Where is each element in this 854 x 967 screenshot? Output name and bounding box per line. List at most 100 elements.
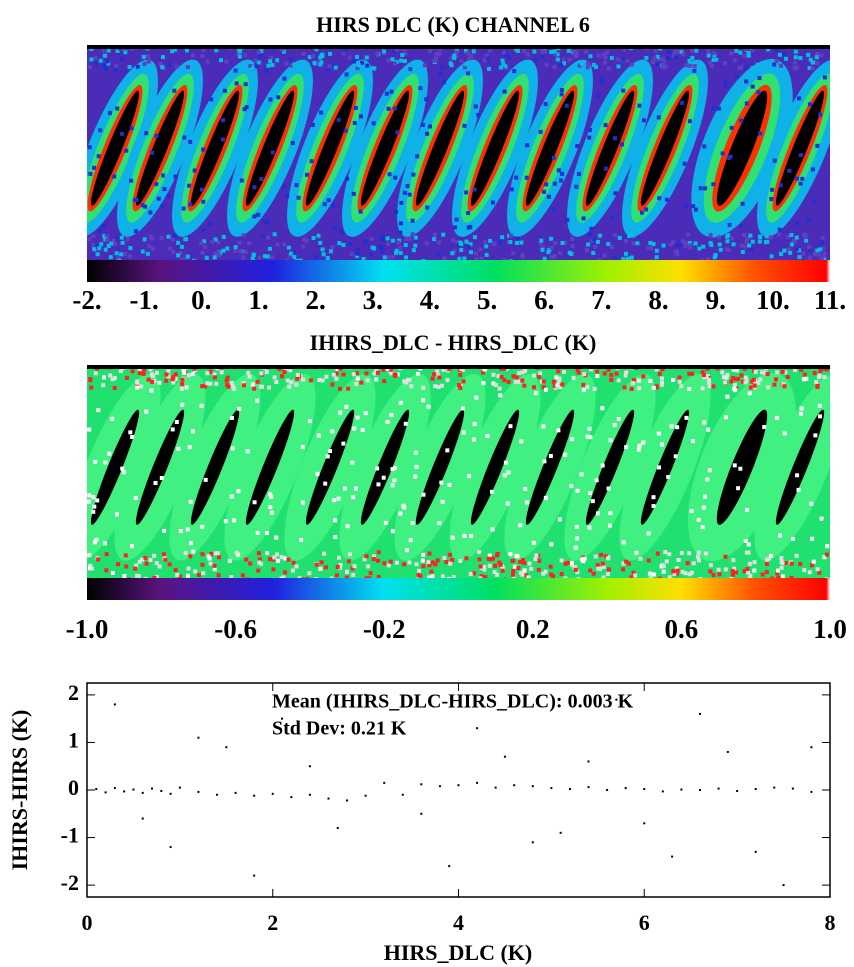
map-noise <box>770 576 775 578</box>
map-noise <box>107 110 112 115</box>
map-noise <box>651 385 656 390</box>
map-noise <box>600 561 605 566</box>
map-noise <box>750 48 755 53</box>
map-noise <box>500 48 505 53</box>
map-noise <box>386 255 391 260</box>
map-noise <box>819 240 824 245</box>
map-noise <box>269 494 274 499</box>
map-noise <box>671 240 676 245</box>
map-noise <box>606 66 611 71</box>
map-noise <box>622 47 627 52</box>
map-noise <box>437 521 442 526</box>
map-noise <box>538 129 543 134</box>
map-noise <box>514 553 519 558</box>
map-noise <box>767 556 772 561</box>
scatter-point <box>160 789 163 792</box>
map-noise <box>587 426 592 431</box>
map-noise <box>592 386 597 391</box>
map-noise <box>522 49 527 54</box>
map-noise <box>484 244 489 249</box>
map-title: IHIRS_DLC - HIRS_DLC (K) <box>310 330 597 355</box>
map-noise <box>621 540 626 545</box>
map-noise <box>522 561 527 566</box>
map-noise <box>477 557 482 562</box>
map-noise <box>488 238 493 243</box>
map-noise <box>282 76 287 81</box>
map-noise <box>421 564 426 569</box>
map-noise <box>750 239 755 244</box>
map-noise <box>237 54 242 59</box>
map-noise <box>765 557 770 562</box>
map-noise <box>732 386 737 391</box>
map-noise <box>692 47 697 52</box>
map-noise <box>350 460 355 465</box>
map-noise <box>725 234 730 239</box>
map-noise <box>341 242 346 247</box>
map-noise <box>225 375 230 380</box>
map-noise <box>402 59 407 64</box>
map-noise <box>450 535 455 540</box>
map-noise <box>264 370 269 375</box>
map-noise <box>281 575 286 578</box>
map-noise <box>229 575 234 578</box>
map-noise <box>133 495 138 500</box>
scatter-point <box>559 831 562 834</box>
map-gap <box>360 409 410 525</box>
map-noise <box>256 212 261 217</box>
map-noise <box>337 555 342 560</box>
map-noise <box>344 72 349 77</box>
scatter-point <box>308 793 311 796</box>
map-noise <box>331 372 336 377</box>
map-noise <box>714 57 719 62</box>
map-noise <box>212 255 217 260</box>
map-noise <box>553 51 558 56</box>
map-noise <box>772 158 777 163</box>
map-noise <box>141 54 146 59</box>
map-noise <box>696 558 701 563</box>
map-noise <box>706 427 711 432</box>
map-noise <box>375 466 380 471</box>
map-noise <box>760 572 765 577</box>
map-noise <box>765 372 770 377</box>
map-noise <box>666 49 671 54</box>
map-noise <box>334 376 339 381</box>
map-noise <box>815 567 820 572</box>
map-noise <box>415 154 420 159</box>
map-noise <box>227 558 232 563</box>
map-noise <box>588 568 593 573</box>
map-noise <box>148 234 153 239</box>
map-noise <box>587 128 592 133</box>
map-noise <box>745 507 750 512</box>
map-noise <box>106 243 111 248</box>
map-noise <box>781 51 786 56</box>
map-noise <box>256 50 261 55</box>
map-noise <box>608 438 613 443</box>
map-noise <box>309 159 314 164</box>
map-gap <box>775 409 825 525</box>
map-noise <box>691 561 696 566</box>
map-noise <box>112 375 117 380</box>
map-noise <box>747 243 752 248</box>
map-noise <box>659 382 664 387</box>
map-noise <box>151 373 156 378</box>
map-noise <box>723 84 728 89</box>
map-noise <box>87 553 92 558</box>
map-noise <box>612 255 617 260</box>
map-noise <box>471 49 476 54</box>
map-noise <box>287 384 292 389</box>
map-noise <box>745 570 750 575</box>
map-noise <box>466 211 471 216</box>
map-noise <box>802 372 807 377</box>
map-noise <box>506 380 511 385</box>
map-noise <box>822 255 827 260</box>
map-noise <box>610 215 615 220</box>
map-noise <box>128 246 133 251</box>
map-noise <box>592 237 597 242</box>
y-tick-label: 0 <box>68 775 79 800</box>
map-noise <box>609 377 614 382</box>
map-noise <box>757 239 762 244</box>
map-noise <box>137 371 142 376</box>
map-gap <box>245 409 295 525</box>
map-noise <box>802 232 807 237</box>
map-noise <box>786 247 791 252</box>
